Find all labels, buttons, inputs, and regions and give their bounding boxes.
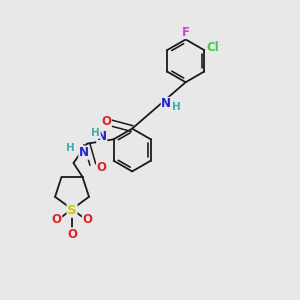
Text: O: O (82, 213, 92, 226)
Text: H: H (92, 128, 100, 138)
Text: O: O (52, 213, 61, 226)
Text: N: N (79, 146, 89, 159)
Text: O: O (97, 161, 107, 174)
Text: F: F (182, 26, 190, 38)
Text: N: N (97, 130, 107, 143)
Text: S: S (67, 204, 77, 217)
Text: H: H (66, 143, 75, 153)
Text: N: N (161, 98, 171, 110)
Text: O: O (101, 115, 111, 128)
Text: Cl: Cl (207, 41, 220, 54)
Text: O: O (67, 228, 77, 241)
Text: H: H (172, 102, 181, 112)
